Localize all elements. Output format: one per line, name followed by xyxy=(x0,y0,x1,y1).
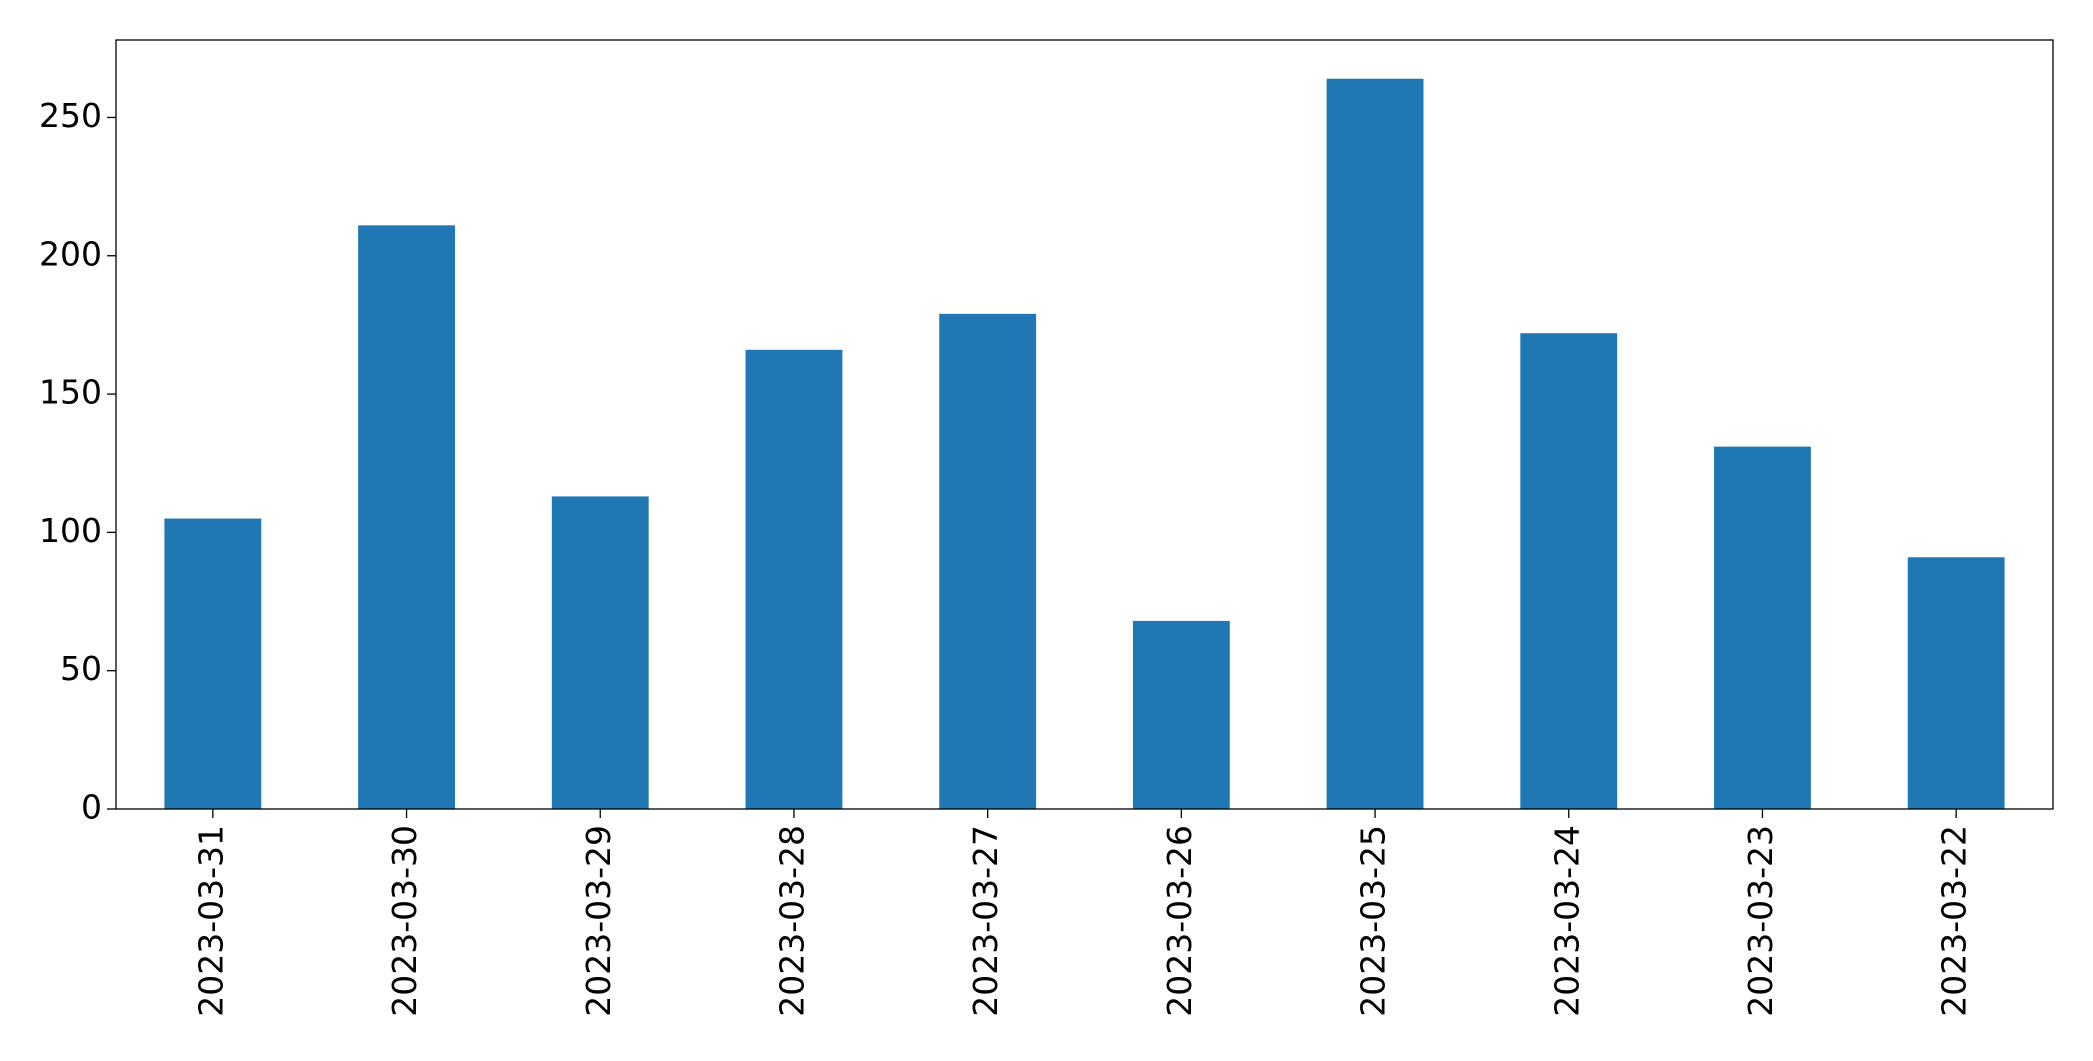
y-tick-label: 0 xyxy=(81,788,102,827)
x-tick-label: 2023-03-28 xyxy=(772,825,811,1017)
bar xyxy=(939,313,1037,809)
x-tick-label: 2023-03-22 xyxy=(1935,825,1974,1017)
y-tick-label: 50 xyxy=(60,649,102,688)
bar xyxy=(358,225,455,809)
bar xyxy=(1132,620,1230,809)
bar xyxy=(164,518,262,809)
x-tick-label: 2023-03-26 xyxy=(1160,825,1199,1017)
bar xyxy=(551,496,649,809)
bar xyxy=(1907,557,2005,809)
bar xyxy=(745,349,843,809)
x-tick-label: 2023-03-27 xyxy=(966,825,1005,1017)
x-tick-label: 2023-03-25 xyxy=(1354,825,1393,1017)
x-tick-label: 2023-03-30 xyxy=(385,825,424,1017)
x-tick-label: 2023-03-31 xyxy=(191,825,230,1017)
y-tick-label: 100 xyxy=(39,511,102,550)
x-tick-label: 2023-03-23 xyxy=(1741,825,1780,1017)
y-tick-label: 200 xyxy=(39,234,102,273)
bar xyxy=(1520,333,1618,809)
bar xyxy=(1326,78,1424,809)
y-tick-label: 150 xyxy=(39,373,102,412)
x-tick-label: 2023-03-29 xyxy=(579,825,618,1017)
bar xyxy=(1714,446,1811,809)
plot-frame xyxy=(115,39,2054,810)
x-tick-label: 2023-03-24 xyxy=(1547,825,1586,1017)
y-tick-label: 250 xyxy=(39,96,102,135)
